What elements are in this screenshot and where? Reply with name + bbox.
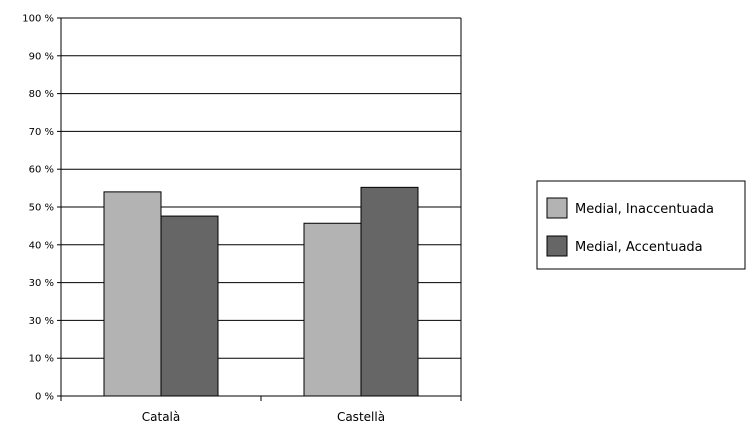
- y-tick-label: 0 %: [35, 392, 54, 403]
- x-category-label: Castellà: [337, 410, 385, 424]
- legend-label: Medial, Inaccentuada: [575, 202, 714, 217]
- bar-2-2: [360, 186, 419, 397]
- y-tick-label: 50 %: [29, 203, 54, 214]
- y-tick-label: 90 %: [29, 51, 54, 62]
- legend-box: [536, 180, 746, 270]
- axes: [57, 17, 462, 401]
- y-tick-label: 80 %: [29, 89, 54, 100]
- x-category-labels: Català Castellà: [142, 410, 385, 424]
- y-tick-label: 60 %: [29, 165, 54, 176]
- legend: Medial, Inaccentuada Medial, Accentuada: [536, 180, 746, 270]
- y-tick-label: 30 %: [29, 316, 54, 327]
- legend-swatch: [546, 197, 568, 219]
- y-tick-labels: 0 % 10 % 30 % 30 % 40 % 50 % 60 % 70 % 80 % 90 % 1…: [22, 14, 54, 403]
- y-tick-label: 40 %: [29, 240, 54, 251]
- bar-1-1: [103, 191, 162, 397]
- y-tick-label: 100 %: [22, 14, 54, 25]
- bars: [103, 186, 419, 397]
- x-category-label: Català: [142, 410, 180, 424]
- bar-2-1: [160, 215, 219, 397]
- bar-1-2: [303, 222, 362, 397]
- y-tick-label: 70 %: [29, 127, 54, 138]
- legend-swatch: [546, 235, 568, 257]
- legend-label: Medial, Accentuada: [575, 240, 703, 255]
- y-tick-label: 30 %: [29, 278, 54, 289]
- y-tick-label: 10 %: [29, 354, 54, 365]
